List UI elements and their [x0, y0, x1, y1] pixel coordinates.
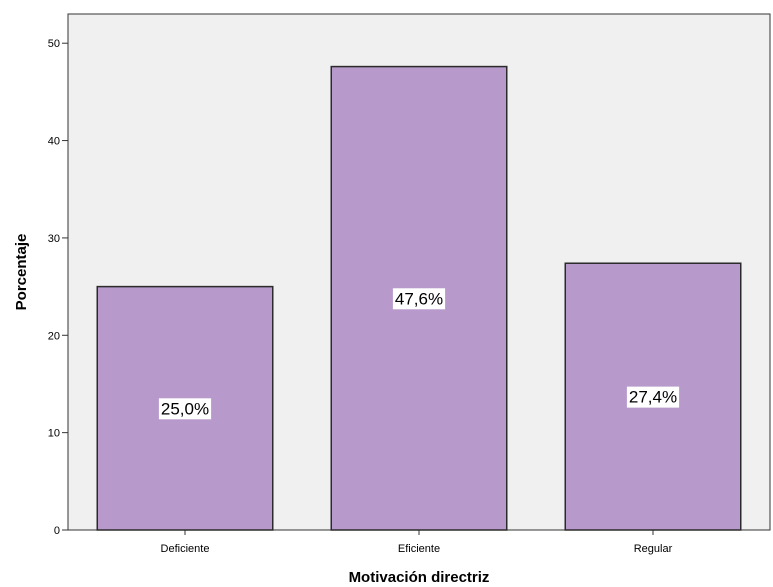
y-tick-label: 50	[48, 38, 60, 50]
data-label-regular: 27,4%	[626, 386, 680, 408]
y-tick-label: 30	[48, 233, 60, 245]
y-axis-title: Porcentaje	[13, 234, 30, 311]
data-label-eficiente: 47,6%	[392, 288, 446, 310]
x-axis-title: Motivación directriz	[349, 569, 490, 586]
data-label-text: 47,6%	[395, 289, 443, 308]
y-axis: 0 10 20 30 40 50	[48, 38, 68, 537]
data-label-background	[158, 398, 212, 420]
bars	[96, 65, 742, 531]
data-label-text: 27,4%	[629, 388, 677, 407]
y-tick-label: 20	[48, 330, 60, 342]
data-label-deficiente: 25,0%	[158, 398, 212, 420]
y-tick-label: 40	[48, 136, 60, 148]
x-tick-label: Regular	[634, 543, 673, 555]
bar-labels: 25,0% 47,6% 27,4%	[158, 288, 680, 420]
x-tick-label: Eficiente	[398, 543, 440, 555]
data-label-background	[392, 288, 446, 310]
data-label-text: 25,0%	[161, 399, 209, 418]
x-axis: Deficiente Eficiente Regular	[161, 530, 673, 555]
y-tick-label: 10	[48, 428, 60, 440]
x-tick-label: Deficiente	[161, 543, 210, 555]
data-label-background	[626, 386, 680, 408]
y-tick-label: 0	[54, 525, 60, 537]
